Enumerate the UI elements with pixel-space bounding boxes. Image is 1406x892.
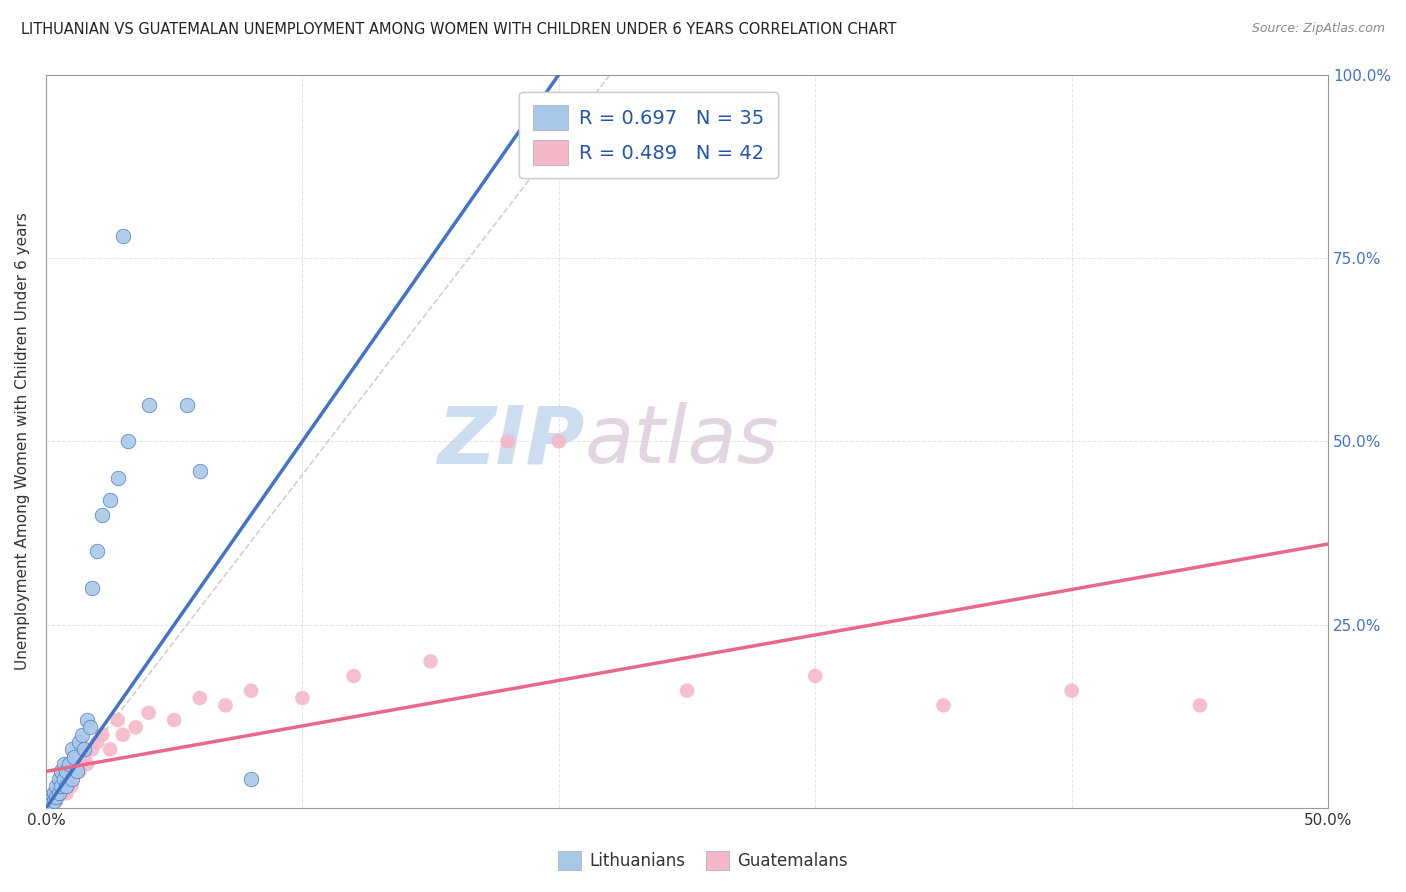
- Point: [117, 434, 139, 449]
- Point: [60, 779, 83, 793]
- Point: [48, 786, 70, 800]
- Point: [240, 683, 263, 698]
- Point: [60, 764, 83, 779]
- Point: [111, 728, 134, 742]
- Point: [76, 713, 98, 727]
- Point: [55, 786, 77, 800]
- Point: [45, 779, 67, 793]
- Point: [39, 794, 62, 808]
- Point: [51, 779, 73, 793]
- Point: [51, 786, 73, 800]
- Point: [52, 772, 75, 786]
- Legend: R = 0.697   N = 35, R = 0.489   N = 42: R = 0.697 N = 35, R = 0.489 N = 42: [519, 92, 778, 178]
- Point: [496, 434, 519, 449]
- Point: [86, 735, 108, 749]
- Point: [82, 581, 104, 595]
- Point: [58, 757, 80, 772]
- Point: [188, 691, 211, 706]
- Point: [55, 779, 77, 793]
- Point: [58, 757, 80, 772]
- Point: [91, 508, 114, 522]
- Point: [42, 794, 65, 808]
- Point: [111, 228, 134, 243]
- Point: [39, 797, 62, 812]
- Text: Source: ZipAtlas.com: Source: ZipAtlas.com: [1251, 22, 1385, 36]
- Point: [70, 742, 93, 756]
- Point: [73, 749, 96, 764]
- Point: [55, 764, 77, 779]
- Point: [176, 398, 198, 412]
- Point: [214, 698, 236, 713]
- Point: [66, 764, 89, 779]
- Point: [188, 464, 211, 478]
- Text: atlas: atlas: [585, 402, 779, 480]
- Point: [48, 772, 70, 786]
- Point: [98, 742, 121, 756]
- Point: [79, 720, 101, 734]
- Point: [419, 654, 441, 668]
- Point: [67, 735, 90, 749]
- Point: [63, 749, 86, 764]
- Point: [67, 764, 90, 779]
- Text: ZIP: ZIP: [437, 402, 585, 480]
- Point: [82, 742, 104, 756]
- Point: [66, 757, 89, 772]
- Point: [51, 764, 73, 779]
- Point: [98, 493, 121, 508]
- Text: LITHUANIAN VS GUATEMALAN UNEMPLOYMENT AMONG WOMEN WITH CHILDREN UNDER 6 YEARS CO: LITHUANIAN VS GUATEMALAN UNEMPLOYMENT AM…: [21, 22, 897, 37]
- Point: [52, 757, 75, 772]
- Point: [240, 772, 263, 786]
- Point: [107, 713, 129, 727]
- Point: [107, 471, 129, 485]
- Point: [52, 779, 75, 793]
- Point: [91, 728, 114, 742]
- Point: [547, 434, 569, 449]
- Point: [163, 713, 186, 727]
- Point: [343, 669, 366, 683]
- Point: [804, 669, 827, 683]
- Point: [1188, 698, 1211, 713]
- Point: [42, 786, 65, 800]
- Point: [1060, 683, 1083, 698]
- Point: [76, 757, 98, 772]
- Point: [60, 742, 83, 756]
- Point: [38, 794, 60, 808]
- Point: [932, 698, 955, 713]
- Y-axis label: Unemployment Among Women with Children Under 6 years: Unemployment Among Women with Children U…: [15, 212, 30, 670]
- Point: [86, 544, 108, 558]
- Point: [48, 786, 70, 800]
- Point: [291, 691, 314, 706]
- Point: [73, 742, 96, 756]
- Point: [138, 398, 160, 412]
- Point: [52, 764, 75, 779]
- Point: [45, 790, 67, 805]
- Point: [63, 749, 86, 764]
- Legend: Lithuanians, Guatemalans: Lithuanians, Guatemalans: [551, 844, 855, 877]
- Point: [48, 779, 70, 793]
- Point: [55, 772, 77, 786]
- Point: [138, 706, 160, 720]
- Point: [125, 720, 148, 734]
- Point: [60, 772, 83, 786]
- Point: [676, 683, 699, 698]
- Point: [42, 786, 65, 800]
- Point: [51, 772, 73, 786]
- Point: [70, 728, 93, 742]
- Point: [45, 794, 67, 808]
